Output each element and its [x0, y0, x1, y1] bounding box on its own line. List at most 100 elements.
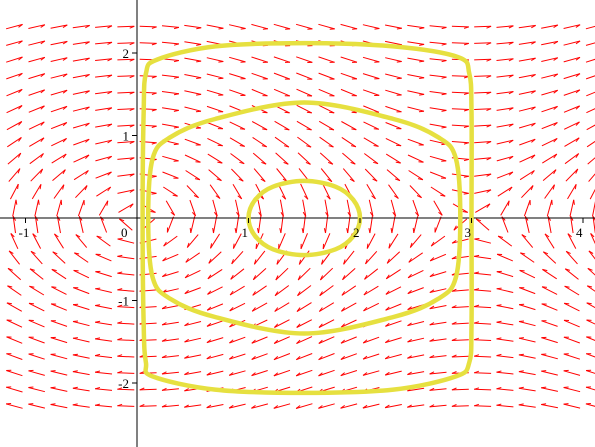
field-arrow — [496, 353, 514, 359]
field-arrow — [50, 73, 68, 79]
field-arrow — [117, 370, 135, 374]
field-arrow — [50, 24, 68, 29]
field-arrow — [363, 121, 380, 130]
field-arrow — [94, 403, 113, 408]
field-arrow — [231, 168, 244, 182]
field-arrow — [541, 57, 559, 62]
field-arrow — [161, 338, 179, 342]
field-arrow — [30, 168, 44, 182]
field-arrow — [340, 56, 358, 63]
field-arrow — [563, 386, 581, 393]
field-arrow — [139, 354, 157, 358]
field-arrow — [385, 320, 402, 327]
field-arrow — [77, 199, 85, 217]
field-arrow — [273, 23, 291, 30]
field-arrow — [95, 270, 112, 278]
field-arrow — [162, 123, 179, 129]
field-arrow — [207, 122, 224, 130]
field-arrow — [229, 56, 246, 63]
field-arrow — [429, 171, 447, 179]
field-arrow — [29, 137, 45, 147]
field-arrow — [564, 268, 579, 280]
field-arrow — [161, 74, 180, 79]
field-arrow — [117, 58, 135, 62]
field-arrow — [117, 321, 135, 325]
field-arrow — [518, 386, 536, 392]
field-arrow — [320, 168, 333, 183]
field-arrow — [28, 353, 45, 360]
field-arrow — [451, 338, 469, 341]
field-arrow — [518, 320, 536, 327]
field-arrow — [295, 369, 313, 377]
field-arrow — [50, 353, 68, 360]
field-arrow — [28, 369, 45, 376]
field-arrow — [117, 157, 135, 161]
field-arrow — [229, 137, 245, 147]
field-arrow — [51, 286, 67, 295]
field-arrow — [184, 269, 201, 279]
field-arrow — [31, 184, 42, 200]
field-arrow — [496, 370, 514, 375]
field-arrow — [184, 321, 202, 327]
field-arrow — [340, 403, 358, 409]
field-arrow — [117, 108, 135, 112]
field-arrow — [6, 121, 23, 131]
field-arrow — [6, 319, 23, 328]
field-arrow — [95, 123, 113, 128]
field-arrow — [51, 268, 67, 280]
field-arrow — [274, 136, 290, 148]
field-arrow — [407, 154, 424, 163]
field-arrow — [273, 353, 291, 361]
field-arrow — [564, 153, 580, 165]
field-arrow — [544, 233, 555, 249]
field-arrow — [273, 88, 290, 97]
field-arrow — [407, 371, 425, 376]
field-arrow — [117, 189, 135, 194]
field-arrow — [385, 268, 401, 280]
field-arrow — [161, 321, 179, 326]
y-tick-label: 1 — [123, 129, 130, 144]
field-arrow — [9, 183, 19, 200]
field-arrow — [251, 23, 269, 30]
field-arrow — [541, 353, 558, 360]
field-arrow — [230, 153, 245, 165]
field-arrow — [429, 58, 447, 63]
field-arrow — [300, 233, 308, 250]
field-arrow — [429, 321, 447, 326]
field-arrow — [96, 235, 111, 247]
field-arrow — [229, 285, 245, 296]
field-arrow — [296, 56, 313, 63]
field-arrow — [474, 157, 492, 161]
field-arrow — [186, 234, 199, 248]
field-arrow — [474, 124, 492, 128]
field-arrow — [474, 173, 492, 177]
field-arrow — [407, 90, 425, 96]
field-arrow — [51, 137, 67, 147]
field-arrow — [496, 403, 514, 408]
field-arrow — [53, 233, 64, 249]
field-arrow — [184, 354, 202, 359]
field-arrow — [95, 337, 113, 342]
field-arrow — [319, 267, 334, 281]
field-arrow — [117, 337, 135, 341]
field-arrow — [251, 121, 268, 131]
field-arrow — [407, 321, 425, 327]
field-arrow — [362, 89, 380, 96]
field-arrow — [541, 137, 558, 147]
x-tick-label: 3 — [465, 225, 472, 240]
field-arrow — [429, 253, 447, 262]
field-arrow — [429, 107, 447, 112]
field-arrow — [319, 136, 334, 148]
field-arrow — [563, 89, 581, 96]
field-arrow — [340, 23, 358, 30]
field-arrow — [6, 40, 23, 46]
field-arrow — [496, 107, 514, 111]
field-arrow — [385, 153, 401, 164]
field-arrow — [588, 250, 595, 260]
field-arrow — [362, 353, 380, 360]
field-arrow — [586, 302, 595, 309]
field-arrow — [206, 57, 224, 63]
field-arrow — [117, 288, 135, 292]
field-arrow — [586, 319, 595, 325]
